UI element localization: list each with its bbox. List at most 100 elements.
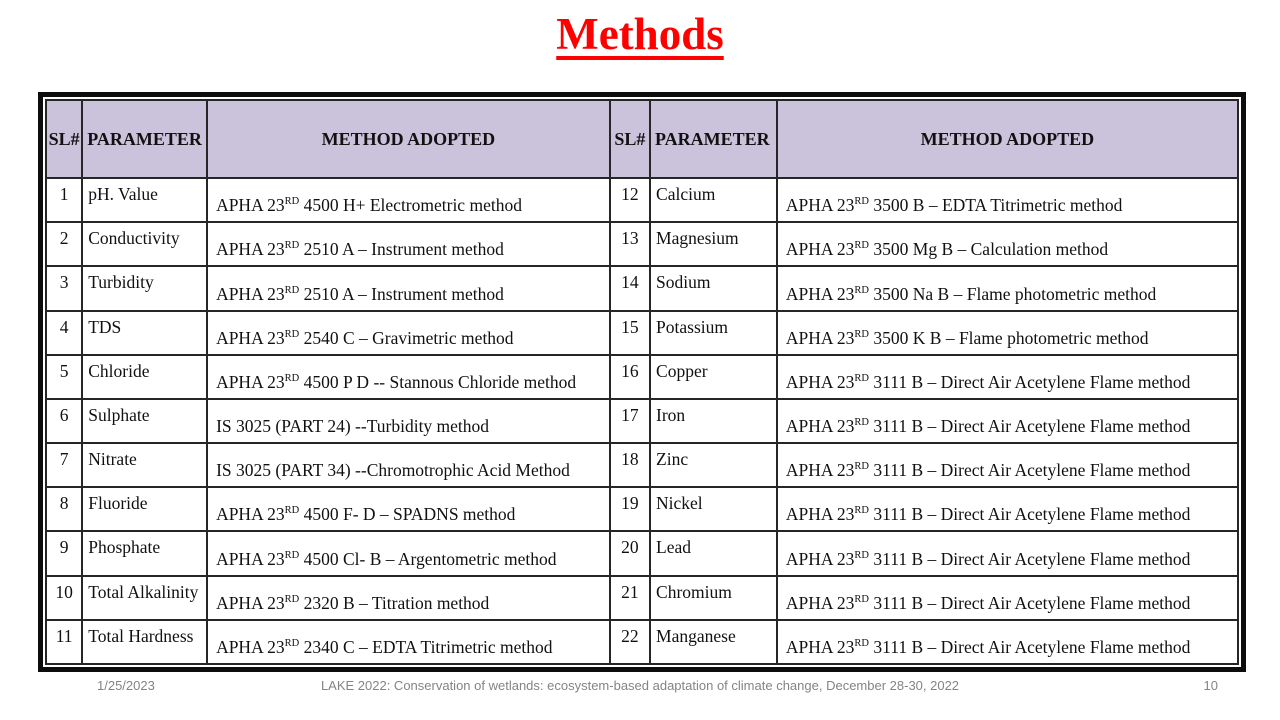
sl-number-cell: 3: [44, 265, 84, 312]
method-superscript: RD: [284, 505, 300, 517]
method-cell: APHA 23RD 4500 Cl- B – Argentometric met…: [206, 530, 611, 577]
method-text: APHA 23: [216, 504, 285, 525]
parameter-cell: Fluoride: [81, 486, 209, 533]
slide-footer: 1/25/2023 LAKE 2022: Conservation of wet…: [0, 678, 1280, 693]
method-text: APHA 23: [216, 239, 285, 260]
method-text: 3111 B – Direct Air Acetylene Flame meth…: [869, 460, 1191, 481]
method-text: IS 3025 (PART 24) --Turbidity method: [216, 416, 490, 437]
method-text: APHA 23: [216, 548, 285, 569]
method-text: 2510 A – Instrument method: [299, 239, 504, 260]
method-text: 3111 B – Direct Air Acetylene Flame meth…: [869, 548, 1191, 569]
method-text: APHA 23: [216, 371, 285, 392]
header-parameter-right: PARAMETER: [649, 99, 778, 179]
method-text: APHA 23: [785, 548, 855, 569]
parameter-cell: Sodium: [649, 265, 778, 312]
method-text: APHA 23: [785, 460, 855, 481]
method-cell: APHA 23RD 2540 C – Gravimetric method: [206, 309, 611, 356]
header-parameter-left: PARAMETER: [81, 99, 209, 179]
method-superscript: RD: [284, 328, 300, 340]
method-text: 2340 C – EDTA Titrimetric method: [299, 637, 553, 657]
sl-number-cell: 14: [608, 265, 652, 312]
method-text: 2510 A – Instrument method: [299, 283, 504, 304]
sl-number-cell: 15: [608, 309, 652, 356]
header-method-left: METHOD ADOPTED: [206, 99, 611, 179]
table-row: 1 pH. Value APHA 23RD 4500 H+ Electrometri…: [44, 176, 1240, 224]
method-cell: APHA 23RD 3500 K B – Flame photometric m…: [775, 309, 1240, 356]
table-header-row: SL# PARAMETER METHOD ADOPTED SL# PARAMET…: [44, 99, 1240, 179]
method-cell: APHA 23RD 3500 B – EDTA Titrimetric meth…: [775, 176, 1240, 224]
method-cell: APHA 23RD 3500 Mg B – Calculation method: [775, 221, 1240, 268]
method-cell: APHA 23RD 2510 A – Instrument method: [206, 221, 611, 268]
table-row: 9 Phosphate APHA 23RD 4500 Cl- B – Argento…: [44, 530, 1240, 577]
parameter-cell: TDS: [81, 309, 209, 356]
parameter-cell: Manganese: [649, 618, 778, 666]
table-row: 3 Turbidity APHA 23RD 2510 A – Instrument …: [44, 265, 1240, 312]
sl-number-cell: 4: [44, 309, 84, 356]
sl-number-cell: 22: [608, 618, 652, 666]
table-row: 7 Nitrate IS 3025 (PART 34) --Chromotrophi…: [44, 442, 1240, 489]
method-text: 3111 B – Direct Air Acetylene Flame meth…: [869, 637, 1191, 657]
method-text: 3500 K B – Flame photometric method: [869, 327, 1149, 348]
parameter-cell: Copper: [649, 353, 778, 400]
method-cell: APHA 23RD 3111 B – Direct Air Acetylene …: [775, 574, 1240, 621]
method-superscript: RD: [854, 196, 870, 208]
method-text: 3500 Na B – Flame photometric method: [869, 283, 1157, 304]
method-text: APHA 23: [785, 416, 855, 437]
method-cell: APHA 23RD 3111 B – Direct Air Acetylene …: [775, 530, 1240, 577]
header-sl-right: SL#: [608, 99, 652, 179]
method-text: 3111 B – Direct Air Acetylene Flame meth…: [869, 592, 1191, 613]
parameter-cell: Total Hardness: [81, 618, 209, 666]
method-superscript: RD: [854, 549, 870, 561]
method-cell: APHA 23RD 3500 Na B – Flame photometric …: [775, 265, 1240, 312]
parameter-cell: Lead: [649, 530, 778, 577]
method-text: APHA 23: [216, 327, 285, 348]
method-superscript: RD: [284, 638, 300, 650]
method-superscript: RD: [284, 373, 300, 385]
sl-number-cell: 16: [608, 353, 652, 400]
table-row: 10 Total Alkalinity APHA 23RD 2320 B – Tit…: [44, 574, 1240, 621]
method-superscript: RD: [854, 505, 870, 517]
footer-conference: LAKE 2022: Conservation of wetlands: eco…: [320, 678, 960, 693]
method-text: APHA 23: [785, 504, 855, 525]
sl-number-cell: 6: [44, 397, 84, 445]
method-text: APHA 23: [785, 327, 855, 348]
method-text: 3111 B – Direct Air Acetylene Flame meth…: [869, 416, 1191, 437]
sl-number-cell: 20: [608, 530, 652, 577]
parameter-cell: Potassium: [649, 309, 778, 356]
parameter-cell: Nickel: [649, 486, 778, 533]
parameter-cell: Zinc: [649, 442, 778, 489]
method-superscript: RD: [284, 284, 300, 296]
method-text: APHA 23: [216, 195, 285, 216]
table-row: 5 Chloride APHA 23RD 4500 P D -- Stannous …: [44, 353, 1240, 400]
method-text: 4500 Cl- B – Argentometric method: [299, 548, 557, 569]
slide-title: Methods: [556, 9, 724, 59]
method-text: IS 3025 (PART 34) --Chromotrophic Acid M…: [216, 460, 570, 481]
method-text: APHA 23: [785, 371, 855, 392]
parameter-cell: Chloride: [81, 353, 209, 400]
footer-date: 1/25/2023: [97, 678, 155, 693]
method-text: 4500 P D -- Stannous Chloride method: [299, 371, 577, 392]
sl-number-cell: 9: [44, 530, 84, 577]
table-row: 8 Fluoride APHA 23RD 4500 F- D – SPADNS me…: [44, 486, 1240, 533]
method-superscript: RD: [854, 593, 870, 605]
method-cell: APHA 23RD 4500 F- D – SPADNS method: [206, 486, 611, 533]
table-row: 2 Conductivity APHA 23RD 2510 A – Instrume…: [44, 221, 1240, 268]
method-text: 3500 B – EDTA Titrimetric method: [869, 195, 1123, 216]
method-text: APHA 23: [785, 195, 855, 216]
method-text: APHA 23: [216, 283, 285, 304]
sl-number-cell: 18: [608, 442, 652, 489]
method-superscript: RD: [854, 461, 870, 473]
header-sl-left: SL#: [44, 99, 84, 179]
sl-number-cell: 1: [44, 176, 84, 224]
method-superscript: RD: [854, 373, 870, 385]
sl-number-cell: 5: [44, 353, 84, 400]
method-cell: APHA 23RD 2340 C – EDTA Titrimetric meth…: [206, 618, 611, 666]
method-cell: IS 3025 (PART 34) --Chromotrophic Acid M…: [206, 442, 611, 489]
method-text: 3111 B – Direct Air Acetylene Flame meth…: [869, 371, 1191, 392]
parameter-cell: Turbidity: [81, 265, 209, 312]
method-superscript: RD: [854, 328, 870, 340]
table-row: 4 TDS APHA 23RD 2540 C – Gravimetric metho…: [44, 309, 1240, 356]
sl-number-cell: 13: [608, 221, 652, 268]
method-cell: APHA 23RD 2320 B – Titration method: [206, 574, 611, 621]
parameter-cell: pH. Value: [81, 176, 209, 224]
